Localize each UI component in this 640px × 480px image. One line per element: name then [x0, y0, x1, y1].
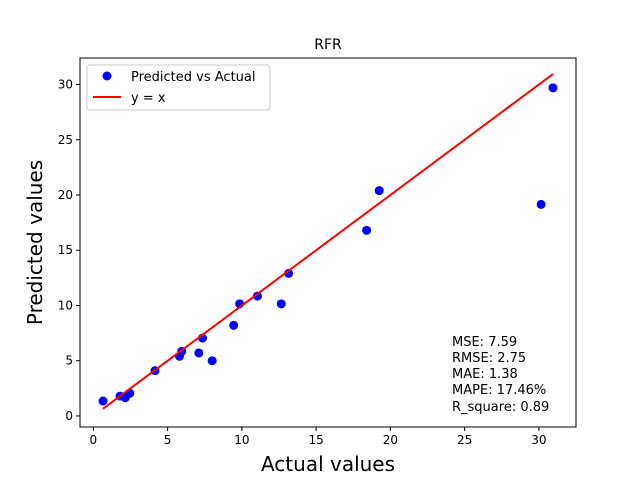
x-axis-ticks: 0 5 10 15 20 25 30 — [90, 427, 547, 447]
annotation-mape: MAPE: 17.46% — [452, 383, 546, 398]
x-tick-label: 15 — [308, 433, 323, 447]
x-tick-label: 25 — [457, 433, 472, 447]
y-tick-label: 25 — [58, 133, 73, 147]
data-point — [194, 348, 204, 358]
reference-line-y-equals-x — [102, 73, 554, 410]
y-tick-label: 10 — [58, 298, 73, 312]
legend-label-scatter: Predicted vs Actual — [131, 70, 255, 85]
y-tick-label: 20 — [58, 188, 73, 202]
data-point — [548, 83, 558, 93]
y-tick-label: 30 — [58, 78, 73, 92]
plot-frame — [79, 57, 577, 428]
plot-marks — [98, 73, 558, 410]
data-point — [252, 291, 262, 301]
data-point — [229, 320, 239, 330]
data-point — [276, 299, 286, 309]
y-axis-label: Predicted values — [23, 160, 47, 325]
legend-label-line: y = x — [131, 91, 166, 106]
annotation-r-square: R_square: 0.89 — [452, 400, 549, 415]
data-point — [374, 186, 384, 196]
x-tick-label: 0 — [90, 433, 98, 447]
x-tick-label: 5 — [164, 433, 172, 447]
y-axis-ticks: 0 5 10 15 20 25 30 — [58, 78, 80, 423]
x-tick-label: 20 — [383, 433, 398, 447]
x-tick-label: 30 — [531, 433, 546, 447]
y-tick-label: 15 — [58, 243, 73, 257]
data-point — [362, 225, 372, 235]
annotation-mae: MAE: 1.38 — [452, 367, 518, 382]
metrics-annotation: MSE: 7.59 RMSE: 2.75 MAE: 1.38 MAPE: 17.… — [452, 335, 549, 415]
data-point — [536, 199, 546, 209]
data-point — [207, 356, 217, 366]
data-point — [98, 396, 108, 406]
annotation-mse: MSE: 7.59 — [452, 335, 517, 350]
legend-box — [86, 64, 271, 111]
legend-marker-scatter — [102, 71, 112, 81]
x-axis-label: Actual values — [261, 452, 395, 476]
x-tick-label: 10 — [234, 433, 249, 447]
annotation-rmse: RMSE: 2.75 — [452, 351, 526, 366]
y-tick-label: 0 — [65, 409, 73, 423]
y-tick-label: 5 — [65, 354, 73, 368]
legend: Predicted vs Actual y = x — [86, 64, 271, 111]
chart-title: RFR — [314, 37, 342, 53]
